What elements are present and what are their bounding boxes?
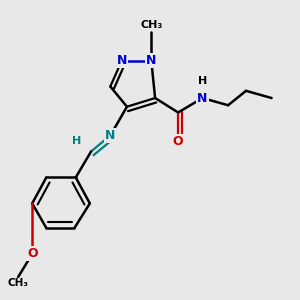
Text: O: O [27, 248, 38, 260]
Text: N: N [105, 129, 116, 142]
Text: N: N [117, 54, 127, 67]
Text: N: N [197, 92, 208, 104]
Text: CH₃: CH₃ [140, 20, 162, 30]
Text: N: N [146, 54, 157, 67]
Text: H: H [198, 76, 207, 86]
Text: O: O [173, 135, 184, 148]
Text: H: H [72, 136, 82, 146]
Text: CH₃: CH₃ [8, 278, 29, 289]
